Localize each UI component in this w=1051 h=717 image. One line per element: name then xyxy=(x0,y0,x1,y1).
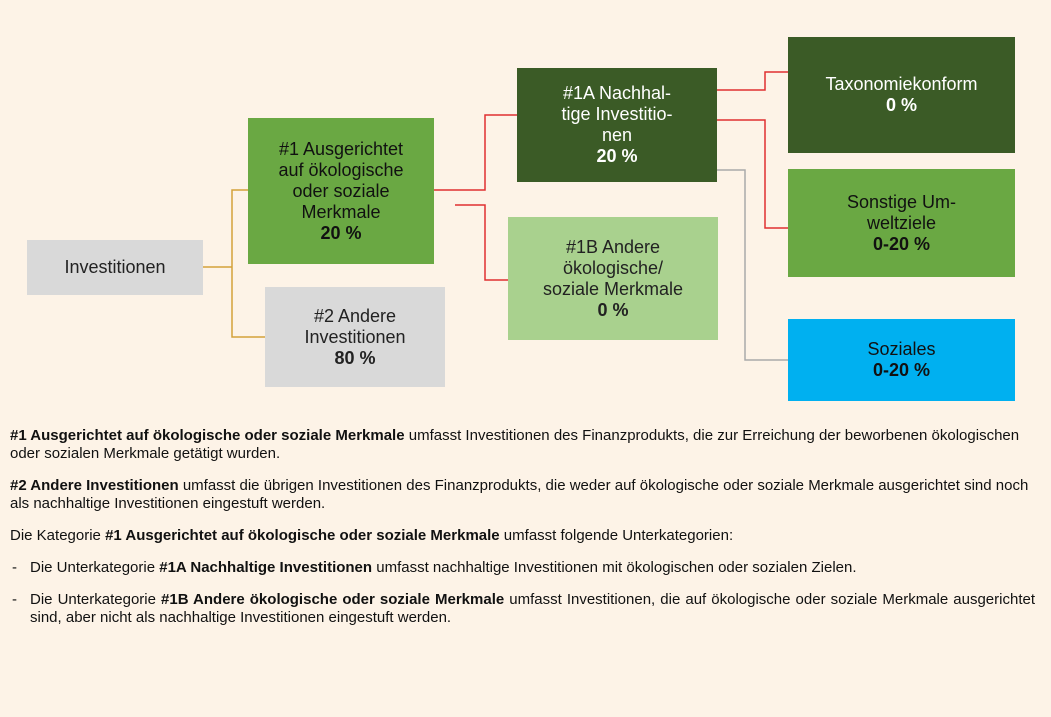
bold-term: #2 Andere Investitionen xyxy=(10,477,179,494)
connector xyxy=(717,119,788,229)
connector xyxy=(717,71,788,91)
node: Investitionen xyxy=(27,240,203,295)
connector xyxy=(455,204,508,281)
text: umfasst nachhaltige Investitionen mit ök… xyxy=(372,559,857,576)
node-label: nen xyxy=(601,125,633,145)
node-value: 0 % xyxy=(597,299,629,320)
connector xyxy=(434,114,517,191)
bold-term: #1A Nachhaltige Investitionen xyxy=(159,559,373,576)
node-label: Taxonomiekonform xyxy=(825,74,978,94)
explanations: #1 Ausgerichtet auf ökologische oder soz… xyxy=(10,427,1035,641)
bold-term: #1 Ausgerichtet auf ökologische oder soz… xyxy=(105,527,500,544)
text: umfasst folgende Unterkategorien: xyxy=(499,527,734,544)
text: umfasst die übrigen Investitionen des Fi… xyxy=(10,477,1029,512)
node-label: Investitionen xyxy=(304,326,406,347)
bullet: - xyxy=(12,591,17,608)
connectors xyxy=(203,71,788,361)
node-value: 20 % xyxy=(320,222,362,243)
node-label: #2 Andere xyxy=(313,305,397,326)
text: Die Unterkategorie xyxy=(30,559,160,576)
node: #1 Ausgerichtet auf ökologische oder sozia… xyxy=(248,118,434,264)
node-label: #1B Andere xyxy=(565,236,661,257)
list-item: - Die Unterkategorie #1B Andere ökologisc… xyxy=(10,591,1035,627)
list-item: - Die Unterkategorie #1A Nachhaltige Inve… xyxy=(10,559,1035,577)
node-label: auf ökologische xyxy=(278,159,404,180)
text: umfasst Investitionen, die auf ökologisc… xyxy=(30,591,1035,626)
bullet: - xyxy=(12,559,17,576)
paragraph: Die Kategorie #1 Ausgerichtet auf ökolog… xyxy=(10,527,1035,545)
node-label: #1A Nachhal- xyxy=(562,83,672,103)
node-label: Soziales xyxy=(867,339,936,359)
node-value: 20 % xyxy=(596,146,638,166)
text: Die Unterkategorie xyxy=(30,591,162,608)
connector xyxy=(717,169,788,361)
node-label: weltziele xyxy=(866,212,937,233)
connector xyxy=(231,189,265,338)
node-label: #1 Ausgerichtet xyxy=(278,138,404,159)
paragraph: #2 Andere Investitionen umfasst die übri… xyxy=(10,477,1035,513)
node-label: Investitionen xyxy=(64,257,166,277)
node-label: ökologische/ xyxy=(562,257,664,278)
list-text: Die Unterkategorie #1A Nachhaltige Inves… xyxy=(30,559,857,577)
node-label: Merkmale xyxy=(301,201,381,222)
text: Die Kategorie xyxy=(10,527,106,544)
node-value: 0 % xyxy=(885,95,918,115)
bold-term: #1 Ausgerichtet auf ökologische oder soz… xyxy=(10,427,405,444)
node: Taxonomiekonform 0 % xyxy=(788,37,1015,153)
node: Sonstige Um-weltziele 0-20 % xyxy=(788,169,1015,277)
bold-term: #1B Andere ökologische oder soziale Merk… xyxy=(161,591,505,608)
text: umfasst Investitionen des Finanzprodukts… xyxy=(10,427,1020,462)
list-text: Die Unterkategorie #1B Andere ökologisch… xyxy=(30,591,1035,627)
paragraph: #1 Ausgerichtet auf ökologische oder soz… xyxy=(10,427,1035,463)
node-value: 0-20 % xyxy=(872,233,931,254)
node-label: oder soziale xyxy=(292,180,390,201)
node: #2 Andere Investitionen 80 % xyxy=(265,287,445,387)
node-label: soziale Merkmale xyxy=(542,278,684,299)
node-value: 0-20 % xyxy=(872,360,931,380)
node-label: tige Investitio- xyxy=(561,104,673,124)
node-value: 80 % xyxy=(334,347,376,368)
node: #1B Andere ökologische/soziale Merkmale 0 … xyxy=(508,217,718,340)
node: Soziales 0-20 % xyxy=(788,319,1015,401)
node-label: Sonstige Um- xyxy=(846,191,957,212)
node: #1A Nachhal-tige Investitio-nen 20 % xyxy=(517,68,717,182)
